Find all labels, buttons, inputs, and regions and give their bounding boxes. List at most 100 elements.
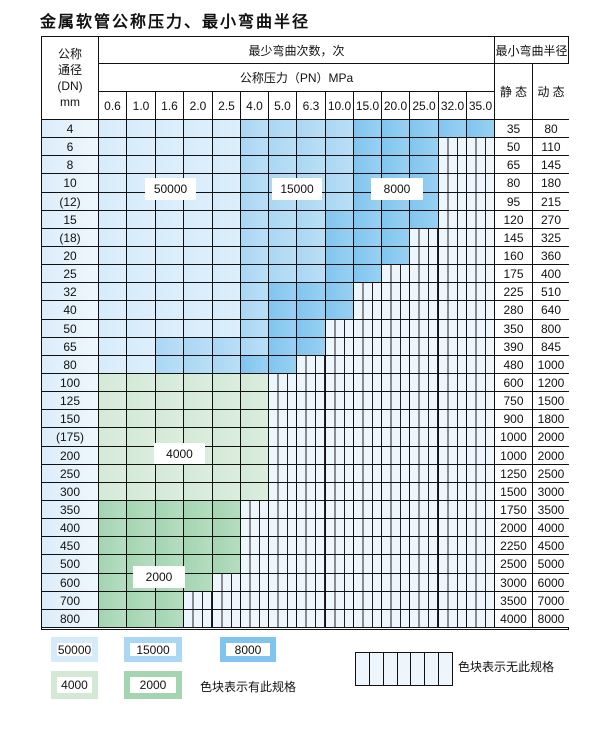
unavailable-cell [410,519,439,537]
available-cell [241,447,269,465]
unavailable-cell [297,428,326,447]
unavailable-cell [467,447,495,465]
static-radius-cell: 1000 [495,447,533,465]
unavailable-cell [410,229,439,247]
dynamic-radius-cell: 7000 [533,592,569,610]
available-cell [241,338,269,356]
static-radius-cell: 145 [495,229,533,247]
available-cell [213,465,241,483]
unavailable-cell [241,574,269,592]
dynamic-radius-cell: 1500 [533,392,569,410]
dynamic-radius-cell: 2000 [533,447,569,465]
unavailable-cell [410,555,439,574]
dn-header-line: mm [60,95,80,109]
region-label-8000: 8000 [371,178,423,200]
available-cell [184,265,213,283]
dn-cell: 8 [42,156,99,174]
dn-header-line: (DN) [57,79,83,93]
unavailable-cell [241,537,269,555]
available-cell [439,120,467,138]
unavailable-cell [269,592,297,610]
unavailable-cell [410,483,439,501]
unavailable-cell [382,320,410,338]
available-cell [241,211,269,229]
dn-cell: 800 [42,610,99,628]
available-cell [156,265,184,283]
pressure-radius-table: 公称 通径 (DN) mm 最少弯曲次数，次 公称压力（PN）MPa 最小弯曲半… [41,36,569,630]
static-radius-cell: 2000 [495,519,533,537]
dynamic-radius-cell: 4000 [533,519,569,537]
available-cell [127,374,156,392]
available-cell [213,410,241,428]
available-cell [213,174,241,193]
static-radius-cell: 2500 [495,555,533,574]
unavailable-cell [297,610,326,628]
available-cell [156,519,184,537]
unavailable-cell [467,537,495,555]
unavailable-cell [354,447,382,465]
dynamic-radius-cell: 2500 [533,465,569,483]
static-radius-cell: 600 [495,374,533,392]
unavailable-cell [467,501,495,519]
unavailable-cell [382,283,410,301]
unavailable-cell [269,410,297,428]
available-cell [184,120,213,138]
unavailable-cell [439,374,467,392]
available-cell [410,120,439,138]
available-cell [213,374,241,392]
available-cell [382,247,410,265]
pressure-column-header: 15.0 [354,92,382,120]
unavailable-cell [354,320,382,338]
available-cell [326,229,354,247]
pressure-column-header: 25.0 [410,92,439,120]
unavailable-cell [382,392,410,410]
available-cell [127,247,156,265]
available-cell [269,265,297,283]
available-cell [127,356,156,374]
available-cell [269,338,297,356]
unavailable-cell [326,519,354,537]
available-cell [326,265,354,283]
unavailable-cell [269,447,297,465]
pressure-column-header: 32.0 [439,92,467,120]
available-cell [127,428,156,447]
dynamic-radius-cell: 80 [533,120,569,138]
available-cell [99,156,127,174]
unavailable-cell [410,265,439,283]
available-cell [213,247,241,265]
dynamic-radius-cell: 325 [533,229,569,247]
available-cell [410,138,439,156]
available-cell [269,320,297,338]
unavailable-cell [354,465,382,483]
unavailable-cell [297,519,326,537]
unavailable-cell [213,574,241,592]
available-cell [326,120,354,138]
unavailable-cell [297,410,326,428]
dn-cell: 600 [42,574,99,592]
unavailable-cell [439,356,467,374]
static-header: 静 态 [495,64,533,120]
unavailable-cell [326,555,354,574]
unavailable-cell [467,174,495,193]
unavailable-cell [467,592,495,610]
unavailable-cell [382,555,410,574]
available-cell [354,138,382,156]
available-cell [213,120,241,138]
unavailable-cell [269,428,297,447]
available-cell [382,138,410,156]
available-cell [99,265,127,283]
dn-cell: 700 [42,592,99,610]
unavailable-cell [467,193,495,211]
available-cell [99,301,127,320]
static-radius-cell: 50 [495,138,533,156]
available-cell [382,120,410,138]
unavailable-cell [439,555,467,574]
static-radius-cell: 2250 [495,537,533,555]
unavailable-cell [297,392,326,410]
unavailable-cell [439,301,467,320]
unavailable-cell [326,356,354,374]
unavailable-cell [297,356,326,374]
available-cell [269,356,297,374]
available-cell [127,610,156,628]
unavailable-cell [410,301,439,320]
